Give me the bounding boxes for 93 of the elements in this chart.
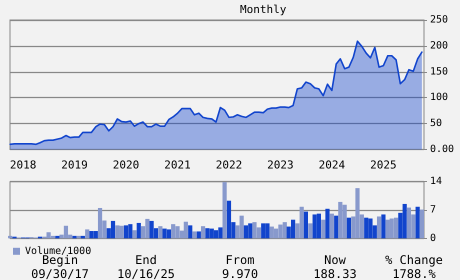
bar (226, 200, 232, 238)
bar (406, 208, 412, 238)
bar (132, 230, 137, 238)
bar (278, 224, 283, 238)
x-tick-label: 2022 (216, 158, 242, 172)
bar (261, 223, 266, 238)
bar (136, 222, 141, 238)
bar (368, 218, 373, 238)
bar (252, 222, 257, 238)
bar (188, 225, 192, 238)
bar (162, 228, 167, 238)
bar (200, 226, 206, 238)
x-tick-label: 2018 (10, 158, 36, 172)
bar (265, 223, 270, 238)
y-tick-label: 250 (430, 14, 448, 26)
bar (124, 225, 128, 238)
bar (355, 188, 360, 238)
bar (346, 218, 351, 238)
bar (94, 231, 98, 238)
bar (321, 220, 326, 238)
text: Now (324, 253, 347, 267)
text: 09/30/17 (31, 267, 89, 280)
bar (184, 222, 188, 238)
y-tick-label: 150 (430, 66, 448, 78)
bar (115, 225, 120, 238)
bar (205, 228, 210, 238)
bar (98, 208, 102, 238)
bar (89, 231, 94, 238)
text: From (226, 253, 254, 267)
bar (85, 229, 90, 238)
x-tick-label: 2021 (164, 158, 191, 172)
bar (196, 231, 201, 238)
bar (316, 214, 321, 238)
bar (72, 236, 77, 238)
bar (55, 236, 60, 238)
bar (150, 220, 154, 238)
bar (80, 236, 85, 238)
bar (120, 226, 124, 238)
text: 9.970 (222, 267, 258, 280)
x-tick-label: 2023 (267, 158, 294, 172)
bar (218, 227, 222, 238)
bar (274, 228, 278, 238)
y-tick-label: 7 (430, 204, 436, 216)
bar (308, 223, 312, 238)
y-tick-label: 0 (430, 232, 436, 244)
bar (381, 214, 386, 238)
x-tick-label: 2025 (370, 158, 397, 172)
bar (390, 218, 394, 238)
bar (171, 224, 176, 238)
bar (175, 226, 180, 238)
bar (376, 216, 382, 238)
bar (282, 222, 287, 238)
text: 1788.% (392, 267, 436, 280)
bar (64, 226, 68, 238)
bar (312, 214, 317, 238)
text: % Change (385, 253, 443, 267)
bar (110, 220, 116, 238)
bar (420, 210, 424, 238)
x-tick-label: 2024 (318, 158, 346, 172)
y-tick-label: 200 (430, 40, 448, 52)
y-tick-label: 100 (430, 92, 448, 104)
bar (330, 214, 334, 238)
bar (386, 220, 390, 238)
bar (76, 236, 82, 238)
text: Begin (42, 253, 78, 267)
bar (192, 231, 197, 238)
y-tick-label: 0.00 (430, 144, 454, 155)
bar (325, 208, 330, 238)
text: 188.33 (313, 267, 357, 280)
bar (222, 182, 227, 238)
text: End (135, 253, 157, 267)
bar (290, 220, 296, 238)
bar (8, 236, 12, 238)
bar (46, 232, 51, 238)
text: 10/16/25 (117, 267, 175, 280)
y-tick-label: 14 (430, 176, 442, 188)
bar (214, 230, 218, 238)
bar (304, 212, 308, 238)
x-tick-label: 2020 (112, 158, 140, 172)
text: Monthly (240, 3, 287, 16)
bar (364, 218, 368, 238)
bar (128, 224, 132, 238)
bar (270, 226, 274, 238)
bar (145, 218, 150, 238)
bar (416, 206, 420, 238)
bar (166, 229, 172, 238)
bar (50, 236, 56, 238)
bar (158, 226, 162, 238)
bar (334, 216, 338, 238)
bar (248, 223, 252, 238)
bar (210, 228, 214, 238)
y-tick-label: 50 (430, 118, 442, 130)
x-tick-label: 2019 (61, 158, 88, 172)
